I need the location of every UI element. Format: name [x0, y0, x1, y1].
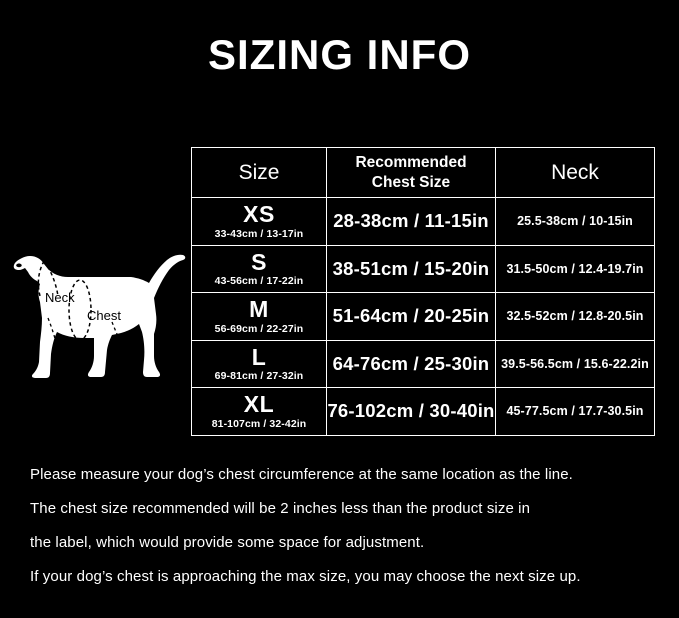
cell-size: XL 81-107cm / 32-42in: [191, 387, 327, 436]
size-code: XL: [243, 391, 275, 418]
measurement-notes: Please measure your dog’s chest circumfe…: [30, 467, 650, 603]
note-line: The chest size recommended will be 2 inc…: [30, 500, 531, 517]
size-range: 33-43cm / 13-17in: [214, 227, 304, 240]
cell-size: XS 33-43cm / 13-17in: [191, 197, 327, 246]
column-header-chest: Recommended Chest Size: [326, 147, 496, 198]
table-header-row: Size Recommended Chest Size Neck: [191, 147, 655, 198]
size-range: 56-69cm / 22-27in: [214, 322, 304, 335]
chest-label: Chest: [87, 308, 121, 323]
chest-measure-line: [68, 279, 92, 341]
cell-chest: 38-51cm / 15-20in: [326, 244, 496, 293]
cell-size: S 43-56cm / 17-22in: [191, 244, 327, 293]
size-range: 69-81cm / 27-32in: [214, 370, 304, 383]
note-line: Please measure your dog’s chest circumfe…: [30, 466, 573, 483]
dog-illustration: Neck Chest: [8, 222, 188, 392]
neck-label: Neck: [45, 290, 75, 305]
size-code: L: [251, 343, 267, 370]
cell-neck: 45-77.5cm / 17.7-30.5in: [495, 387, 655, 436]
column-header-size: Size: [191, 147, 327, 198]
cell-chest: 64-76cm / 25-30in: [326, 339, 496, 388]
table-row: XL 81-107cm / 32-42in 76-102cm / 30-40in…: [191, 387, 655, 436]
sizing-table: Size Recommended Chest Size Neck XS 33-4…: [191, 147, 655, 436]
cell-size: M 56-69cm / 22-27in: [191, 292, 327, 341]
cell-chest: 28-38cm / 11-15in: [326, 197, 496, 246]
note-line: If your dog’s chest is approaching the m…: [30, 568, 581, 585]
note-line: the label, which would provide some spac…: [30, 534, 425, 551]
cell-size: L 69-81cm / 27-32in: [191, 339, 327, 388]
table-row: XS 33-43cm / 13-17in 28-38cm / 11-15in 2…: [191, 197, 655, 246]
rear-contour-line: [47, 317, 126, 351]
dog-body-silhouette: [13, 252, 186, 378]
size-range: 81-107cm / 32-42in: [211, 417, 307, 430]
size-code: S: [251, 248, 267, 275]
cell-neck: 32.5-52cm / 12.8-20.5in: [495, 292, 655, 341]
size-code: XS: [243, 201, 275, 228]
column-header-chest-line1: Recommended: [355, 154, 467, 172]
cell-neck: 31.5-50cm / 12.4-19.7in: [495, 244, 655, 293]
cell-neck: 25.5-38cm / 10-15in: [495, 197, 655, 246]
cell-chest: 51-64cm / 20-25in: [326, 292, 496, 341]
size-range: 43-56cm / 17-22in: [214, 275, 304, 288]
column-header-chest-line2: Chest Size: [371, 173, 451, 191]
cell-chest: 76-102cm / 30-40in: [326, 387, 496, 436]
size-code: M: [249, 296, 269, 323]
column-header-neck: Neck: [495, 147, 655, 198]
table-row: S 43-56cm / 17-22in 38-51cm / 15-20in 31…: [191, 244, 655, 293]
table-row: L 69-81cm / 27-32in 64-76cm / 25-30in 39…: [191, 339, 655, 388]
cell-neck: 39.5-56.5cm / 15.6-22.2in: [495, 339, 655, 388]
table-row: M 56-69cm / 22-27in 51-64cm / 20-25in 32…: [191, 292, 655, 341]
page-title: SIZING INFO: [208, 31, 471, 78]
neck-measure-line: [37, 260, 59, 297]
